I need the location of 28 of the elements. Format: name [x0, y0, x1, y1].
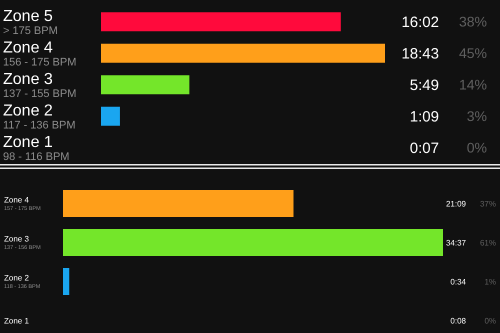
text: 18:43 [401, 46, 439, 62]
text: 5:49 [410, 77, 439, 94]
data-label: 0% [484, 316, 496, 326]
data-label: 38% [458, 14, 487, 30]
y-tick-label: Zone 2 117 - 136 BPM [3, 102, 76, 132]
y-tick-label: Zone 3 137 - 155 BPM [3, 70, 76, 100]
text: 0:08 [450, 316, 467, 326]
text: 21:09 [446, 199, 467, 208]
y-tick-label: Zone 1 98 - 116 BPM [3, 134, 70, 163]
data-label: 45% [458, 45, 487, 62]
data-label: 61% [480, 238, 496, 248]
data-label: 0% [466, 140, 487, 156]
text: 0:34 [450, 277, 467, 286]
data-label: 1% [484, 277, 496, 286]
text: 0:07 [410, 140, 439, 157]
bar [101, 106, 120, 126]
y-tick-label: Zone 4 156 - 175 BPM [3, 39, 76, 68]
y-tick-label: Zone 5 > 175 BPM [3, 8, 58, 37]
bar [101, 75, 190, 94]
bar [101, 44, 385, 63]
text: 16:02 [401, 14, 439, 31]
data-label: 37% [480, 199, 496, 208]
y-tick-label: Zone 1 [4, 316, 30, 326]
text: 34:37 [446, 238, 467, 248]
data-label: 14% [458, 76, 487, 93]
text: 1:09 [410, 108, 439, 126]
data-label: 3% [466, 108, 487, 124]
bar [101, 12, 341, 32]
